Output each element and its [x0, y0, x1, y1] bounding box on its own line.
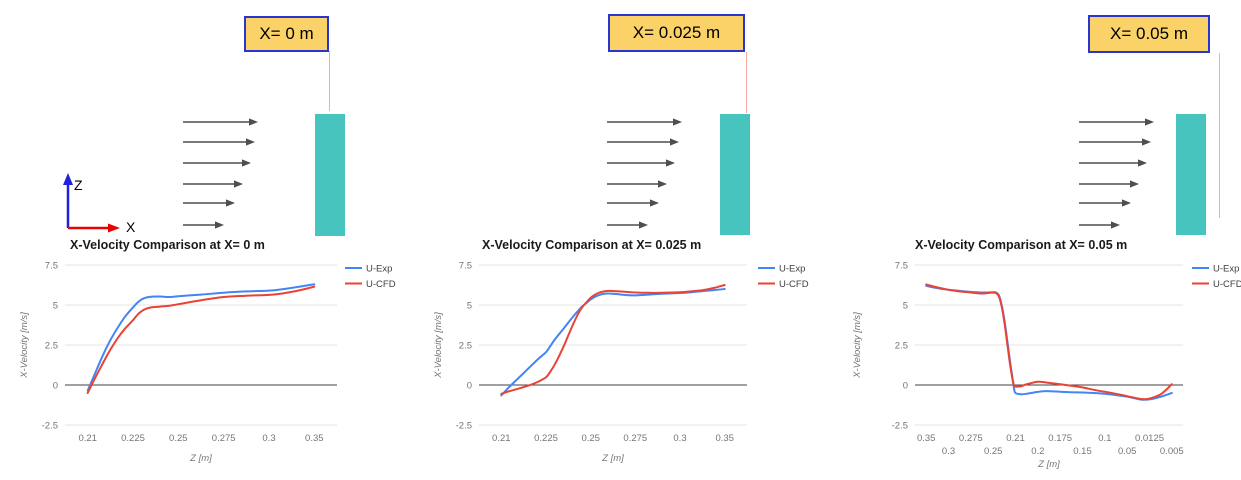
flow-arrow-head	[670, 138, 679, 146]
y-tick-label: 7.5	[459, 261, 472, 272]
legend-label-u-cfd: U-CFD	[1213, 279, 1241, 290]
inlet-velocity-profile	[1079, 118, 1154, 229]
obstacle-block	[1176, 114, 1206, 235]
station-label-x0025[interactable]: X= 0.025 m	[608, 14, 745, 52]
x-tick-label: 0.35	[917, 433, 936, 444]
x-tick-label: 0.275	[623, 433, 647, 444]
x-axis-title: Z [m]	[601, 453, 624, 464]
x-axis-arrowhead	[108, 223, 120, 233]
legend-label-u-cfd: U-CFD	[366, 279, 396, 290]
y-tick-label: -2.5	[42, 421, 58, 432]
flow-arrow-head	[234, 180, 243, 188]
x-tick-label: 0.225	[534, 433, 558, 444]
flow-arrow-head	[242, 159, 251, 167]
x-tick-label: 0.25	[984, 446, 1003, 457]
x-axis-title: Z [m]	[189, 453, 212, 464]
station-indicator-line	[1219, 53, 1220, 218]
legend-label-u-exp: U-Exp	[366, 264, 392, 275]
z-axis-arrowhead	[63, 173, 73, 185]
flow-arrow-head	[246, 138, 255, 146]
y-tick-label: -2.5	[456, 421, 472, 432]
inlet-velocity-profile	[607, 118, 682, 229]
obstacle-block	[720, 114, 750, 235]
flow-arrow-head	[1130, 180, 1139, 188]
flow-arrow-head	[666, 159, 675, 167]
flow-arrow-head	[1142, 138, 1151, 146]
x-tick-label: 0.3	[942, 446, 955, 457]
y-tick-label: 7.5	[895, 261, 908, 272]
chart-title: X-Velocity Comparison at X= 0 m	[70, 238, 265, 252]
x-tick-label: 0.3	[673, 433, 686, 444]
x-tick-label: 0.275	[212, 433, 236, 444]
x-tick-label: 0.35	[715, 433, 734, 444]
station-indicator-line	[329, 51, 330, 111]
y-tick-label: 7.5	[45, 261, 58, 272]
y-tick-label: 0	[467, 381, 472, 392]
x-axis-label: X	[126, 219, 136, 235]
chart-1[interactable]: 7.5 5 2.5 0 -2.5 0.21 0.225 0.25 0.275 0.3 0.35 X-V…	[19, 238, 396, 464]
y-axis-title: X-Velocity [m/s]	[19, 312, 30, 379]
y-axis-title: X-Velocity [m/s]	[433, 312, 444, 379]
y-axis-title: X-Velocity [m/s]	[852, 312, 863, 379]
y-tick-label: 5	[903, 301, 908, 312]
flow-arrow-head	[215, 221, 224, 229]
series-line-u-cfd	[925, 283, 1173, 401]
y-tick-label: 2.5	[45, 341, 58, 352]
series-line-u-cfd	[86, 285, 316, 394]
flow-arrow-head	[650, 199, 659, 207]
x-tick-label: 0.35	[305, 433, 324, 444]
x-tick-label: 0.1	[1098, 433, 1111, 444]
legend-label-u-exp: U-Exp	[779, 264, 805, 275]
flow-arrow-head	[1111, 221, 1120, 229]
obstacle-block	[315, 114, 345, 236]
x-tick-label: 0.2	[1031, 446, 1044, 457]
chart-title: X-Velocity Comparison at X= 0.05 m	[915, 238, 1127, 252]
flow-arrow-head	[1145, 118, 1154, 126]
x-tick-label: 0.005	[1160, 446, 1184, 457]
series-line-u-cfd	[500, 284, 726, 395]
station-label-x005[interactable]: X= 0.05 m	[1088, 15, 1210, 53]
x-tick-label: 0.225	[121, 433, 145, 444]
flow-arrow-head	[639, 221, 648, 229]
x-tick-label: 0.275	[959, 433, 983, 444]
chart-title: X-Velocity Comparison at X= 0.025 m	[482, 238, 701, 252]
legend-label-u-cfd: U-CFD	[779, 279, 809, 290]
station-indicator-line	[746, 52, 747, 113]
x-tick-label: 0.25	[169, 433, 188, 444]
inlet-velocity-profile	[183, 118, 258, 229]
flow-arrow-head	[226, 199, 235, 207]
flow-arrow-head	[249, 118, 258, 126]
y-tick-label: 0	[903, 381, 908, 392]
series-line-u-exp	[86, 283, 316, 392]
flow-arrow-head	[658, 180, 667, 188]
station-label-x0[interactable]: X= 0 m	[244, 16, 329, 52]
x-tick-label: 0.3	[262, 433, 275, 444]
y-tick-label: 2.5	[459, 341, 472, 352]
charts-row: 7.552.50-2.50.21 0.225 0.25 0.275 0.3 0.35X-V…	[19, 238, 1241, 470]
y-tick-label: -2.5	[892, 421, 908, 432]
x-tick-label: 0.21	[492, 433, 511, 444]
y-tick-label: 5	[53, 301, 58, 312]
y-tick-label: 2.5	[895, 341, 908, 352]
flow-arrow-head	[673, 118, 682, 126]
x-tick-label: 0.0125	[1135, 433, 1164, 444]
x-tick-label: 0.15	[1073, 446, 1092, 457]
coordinate-axes-icon: Z X	[63, 173, 136, 235]
x-tick-label: 0.21	[78, 433, 97, 444]
legend-label-u-exp: U-Exp	[1213, 264, 1239, 275]
y-tick-label: 0	[53, 381, 58, 392]
x-axis-title: Z [m]	[1037, 459, 1060, 470]
x-tick-label: 0.175	[1048, 433, 1072, 444]
x-tick-label: 0.25	[581, 433, 600, 444]
z-axis-label: Z	[74, 177, 83, 193]
y-tick-label: 5	[467, 301, 472, 312]
flow-arrow-head	[1138, 159, 1147, 167]
x-tick-label: 0.21	[1006, 433, 1025, 444]
x-tick-label: 0.05	[1118, 446, 1137, 457]
flow-arrow-head	[1122, 199, 1131, 207]
chart-2[interactable]: 7.5 5 2.5 0 -2.5 0.21 0.225 0.25 0.275 0.3 0.35 X-V…	[433, 238, 809, 464]
